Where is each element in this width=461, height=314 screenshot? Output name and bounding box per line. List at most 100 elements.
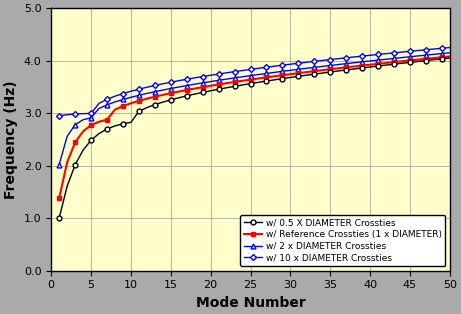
w/ 0.5 X DIAMETER Crossties bbox=[375, 64, 381, 68]
w/ 2 x DIAMETER Crossties bbox=[391, 57, 397, 60]
w/ 10 x DIAMETER Crossties bbox=[391, 51, 397, 55]
w/ 10 x DIAMETER Crossties bbox=[160, 82, 165, 86]
w/ 2 x DIAMETER Crossties bbox=[120, 98, 126, 101]
w/ 2 x DIAMETER Crossties bbox=[240, 75, 245, 78]
w/ Reference Crossties (1 x DIAMETER) bbox=[144, 97, 150, 100]
w/ 2 x DIAMETER Crossties bbox=[399, 56, 405, 59]
w/ Reference Crossties (1 x DIAMETER) bbox=[56, 196, 62, 200]
w/ Reference Crossties (1 x DIAMETER) bbox=[160, 93, 165, 97]
w/ 0.5 X DIAMETER Crossties bbox=[112, 124, 118, 128]
w/ Reference Crossties (1 x DIAMETER) bbox=[319, 68, 325, 72]
w/ Reference Crossties (1 x DIAMETER) bbox=[423, 57, 429, 61]
w/ 10 x DIAMETER Crossties bbox=[96, 101, 102, 105]
w/ 0.5 X DIAMETER Crossties bbox=[383, 63, 389, 67]
w/ Reference Crossties (1 x DIAMETER) bbox=[120, 104, 126, 108]
w/ Reference Crossties (1 x DIAMETER) bbox=[383, 61, 389, 65]
w/ 10 x DIAMETER Crossties bbox=[56, 114, 62, 118]
w/ Reference Crossties (1 x DIAMETER) bbox=[192, 87, 197, 90]
w/ 10 x DIAMETER Crossties bbox=[256, 67, 261, 70]
w/ 0.5 X DIAMETER Crossties bbox=[104, 127, 110, 131]
w/ 10 x DIAMETER Crossties bbox=[399, 50, 405, 54]
w/ Reference Crossties (1 x DIAMETER) bbox=[296, 71, 301, 75]
w/ 10 x DIAMETER Crossties bbox=[327, 58, 333, 62]
w/ 10 x DIAMETER Crossties bbox=[89, 111, 94, 115]
w/ Reference Crossties (1 x DIAMETER) bbox=[447, 55, 453, 58]
w/ 10 x DIAMETER Crossties bbox=[184, 77, 189, 81]
w/ 10 x DIAMETER Crossties bbox=[144, 85, 150, 89]
w/ 0.5 X DIAMETER Crossties bbox=[120, 122, 126, 126]
w/ Reference Crossties (1 x DIAMETER) bbox=[104, 118, 110, 122]
w/ 2 x DIAMETER Crossties bbox=[272, 70, 277, 74]
w/ Reference Crossties (1 x DIAMETER) bbox=[399, 59, 405, 63]
w/ Reference Crossties (1 x DIAMETER) bbox=[152, 95, 158, 99]
w/ 10 x DIAMETER Crossties bbox=[280, 63, 285, 67]
w/ 0.5 X DIAMETER Crossties bbox=[192, 92, 197, 96]
w/ 10 x DIAMETER Crossties bbox=[200, 75, 206, 78]
w/ 10 x DIAMETER Crossties bbox=[439, 46, 444, 50]
w/ 0.5 X DIAMETER Crossties bbox=[312, 72, 317, 76]
w/ 0.5 X DIAMETER Crossties bbox=[152, 103, 158, 106]
w/ 10 x DIAMETER Crossties bbox=[415, 49, 421, 52]
w/ 2 x DIAMETER Crossties bbox=[312, 66, 317, 69]
w/ 2 x DIAMETER Crossties bbox=[144, 92, 150, 95]
w/ Reference Crossties (1 x DIAMETER) bbox=[407, 59, 413, 62]
w/ 2 x DIAMETER Crossties bbox=[280, 69, 285, 73]
w/ Reference Crossties (1 x DIAMETER) bbox=[240, 79, 245, 83]
w/ 10 x DIAMETER Crossties bbox=[383, 52, 389, 56]
w/ 10 x DIAMETER Crossties bbox=[176, 79, 182, 83]
w/ 0.5 X DIAMETER Crossties bbox=[56, 216, 62, 220]
w/ 10 x DIAMETER Crossties bbox=[351, 55, 357, 59]
w/ 2 x DIAMETER Crossties bbox=[303, 67, 309, 70]
w/ 10 x DIAMETER Crossties bbox=[65, 113, 70, 116]
w/ 10 x DIAMETER Crossties bbox=[152, 84, 158, 87]
w/ 0.5 X DIAMETER Crossties bbox=[296, 74, 301, 78]
w/ 0.5 X DIAMETER Crossties bbox=[447, 56, 453, 60]
w/ 10 x DIAMETER Crossties bbox=[248, 68, 253, 71]
w/ Reference Crossties (1 x DIAMETER) bbox=[224, 81, 230, 85]
w/ 0.5 X DIAMETER Crossties bbox=[439, 57, 444, 61]
w/ Reference Crossties (1 x DIAMETER) bbox=[248, 78, 253, 82]
w/ Reference Crossties (1 x DIAMETER) bbox=[184, 88, 189, 92]
w/ 2 x DIAMETER Crossties bbox=[407, 55, 413, 59]
w/ 2 x DIAMETER Crossties bbox=[136, 94, 142, 97]
w/ 0.5 X DIAMETER Crossties bbox=[264, 79, 269, 83]
w/ 0.5 X DIAMETER Crossties bbox=[136, 110, 142, 113]
w/ 10 x DIAMETER Crossties bbox=[407, 49, 413, 53]
w/ Reference Crossties (1 x DIAMETER) bbox=[65, 160, 70, 164]
w/ 2 x DIAMETER Crossties bbox=[375, 58, 381, 62]
w/ Reference Crossties (1 x DIAMETER) bbox=[288, 72, 293, 76]
w/ Reference Crossties (1 x DIAMETER) bbox=[431, 56, 437, 60]
w/ 10 x DIAMETER Crossties bbox=[104, 97, 110, 101]
w/ Reference Crossties (1 x DIAMETER) bbox=[415, 58, 421, 62]
w/ 0.5 X DIAMETER Crossties bbox=[423, 59, 429, 62]
w/ 10 x DIAMETER Crossties bbox=[336, 57, 341, 61]
w/ 10 x DIAMETER Crossties bbox=[319, 59, 325, 62]
w/ Reference Crossties (1 x DIAMETER) bbox=[312, 69, 317, 73]
w/ 0.5 X DIAMETER Crossties bbox=[160, 100, 165, 104]
w/ 2 x DIAMETER Crossties bbox=[327, 63, 333, 67]
w/ 10 x DIAMETER Crossties bbox=[423, 48, 429, 51]
w/ 10 x DIAMETER Crossties bbox=[224, 71, 230, 75]
w/ Reference Crossties (1 x DIAMETER) bbox=[375, 62, 381, 66]
w/ 0.5 X DIAMETER Crossties bbox=[319, 71, 325, 75]
w/ 2 x DIAMETER Crossties bbox=[296, 68, 301, 71]
w/ 0.5 X DIAMETER Crossties bbox=[360, 66, 365, 70]
w/ 2 x DIAMETER Crossties bbox=[367, 59, 373, 63]
w/ 2 x DIAMETER Crossties bbox=[439, 52, 444, 56]
Line: w/ 10 x DIAMETER Crossties: w/ 10 x DIAMETER Crossties bbox=[57, 46, 452, 118]
w/ 0.5 X DIAMETER Crossties bbox=[407, 61, 413, 64]
Line: w/ 2 x DIAMETER Crossties: w/ 2 x DIAMETER Crossties bbox=[57, 50, 452, 167]
w/ 10 x DIAMETER Crossties bbox=[80, 112, 86, 116]
w/ 10 x DIAMETER Crossties bbox=[192, 76, 197, 80]
w/ 2 x DIAMETER Crossties bbox=[80, 118, 86, 122]
w/ Reference Crossties (1 x DIAMETER) bbox=[112, 108, 118, 111]
w/ 2 x DIAMETER Crossties bbox=[65, 134, 70, 138]
w/ 10 x DIAMETER Crossties bbox=[208, 73, 213, 77]
w/ 0.5 X DIAMETER Crossties bbox=[288, 76, 293, 79]
w/ 2 x DIAMETER Crossties bbox=[256, 73, 261, 76]
w/ 2 x DIAMETER Crossties bbox=[160, 88, 165, 92]
w/ Reference Crossties (1 x DIAMETER) bbox=[303, 70, 309, 74]
w/ 10 x DIAMETER Crossties bbox=[72, 112, 78, 116]
w/ Reference Crossties (1 x DIAMETER) bbox=[256, 77, 261, 80]
Y-axis label: Frequency (Hz): Frequency (Hz) bbox=[4, 80, 18, 199]
